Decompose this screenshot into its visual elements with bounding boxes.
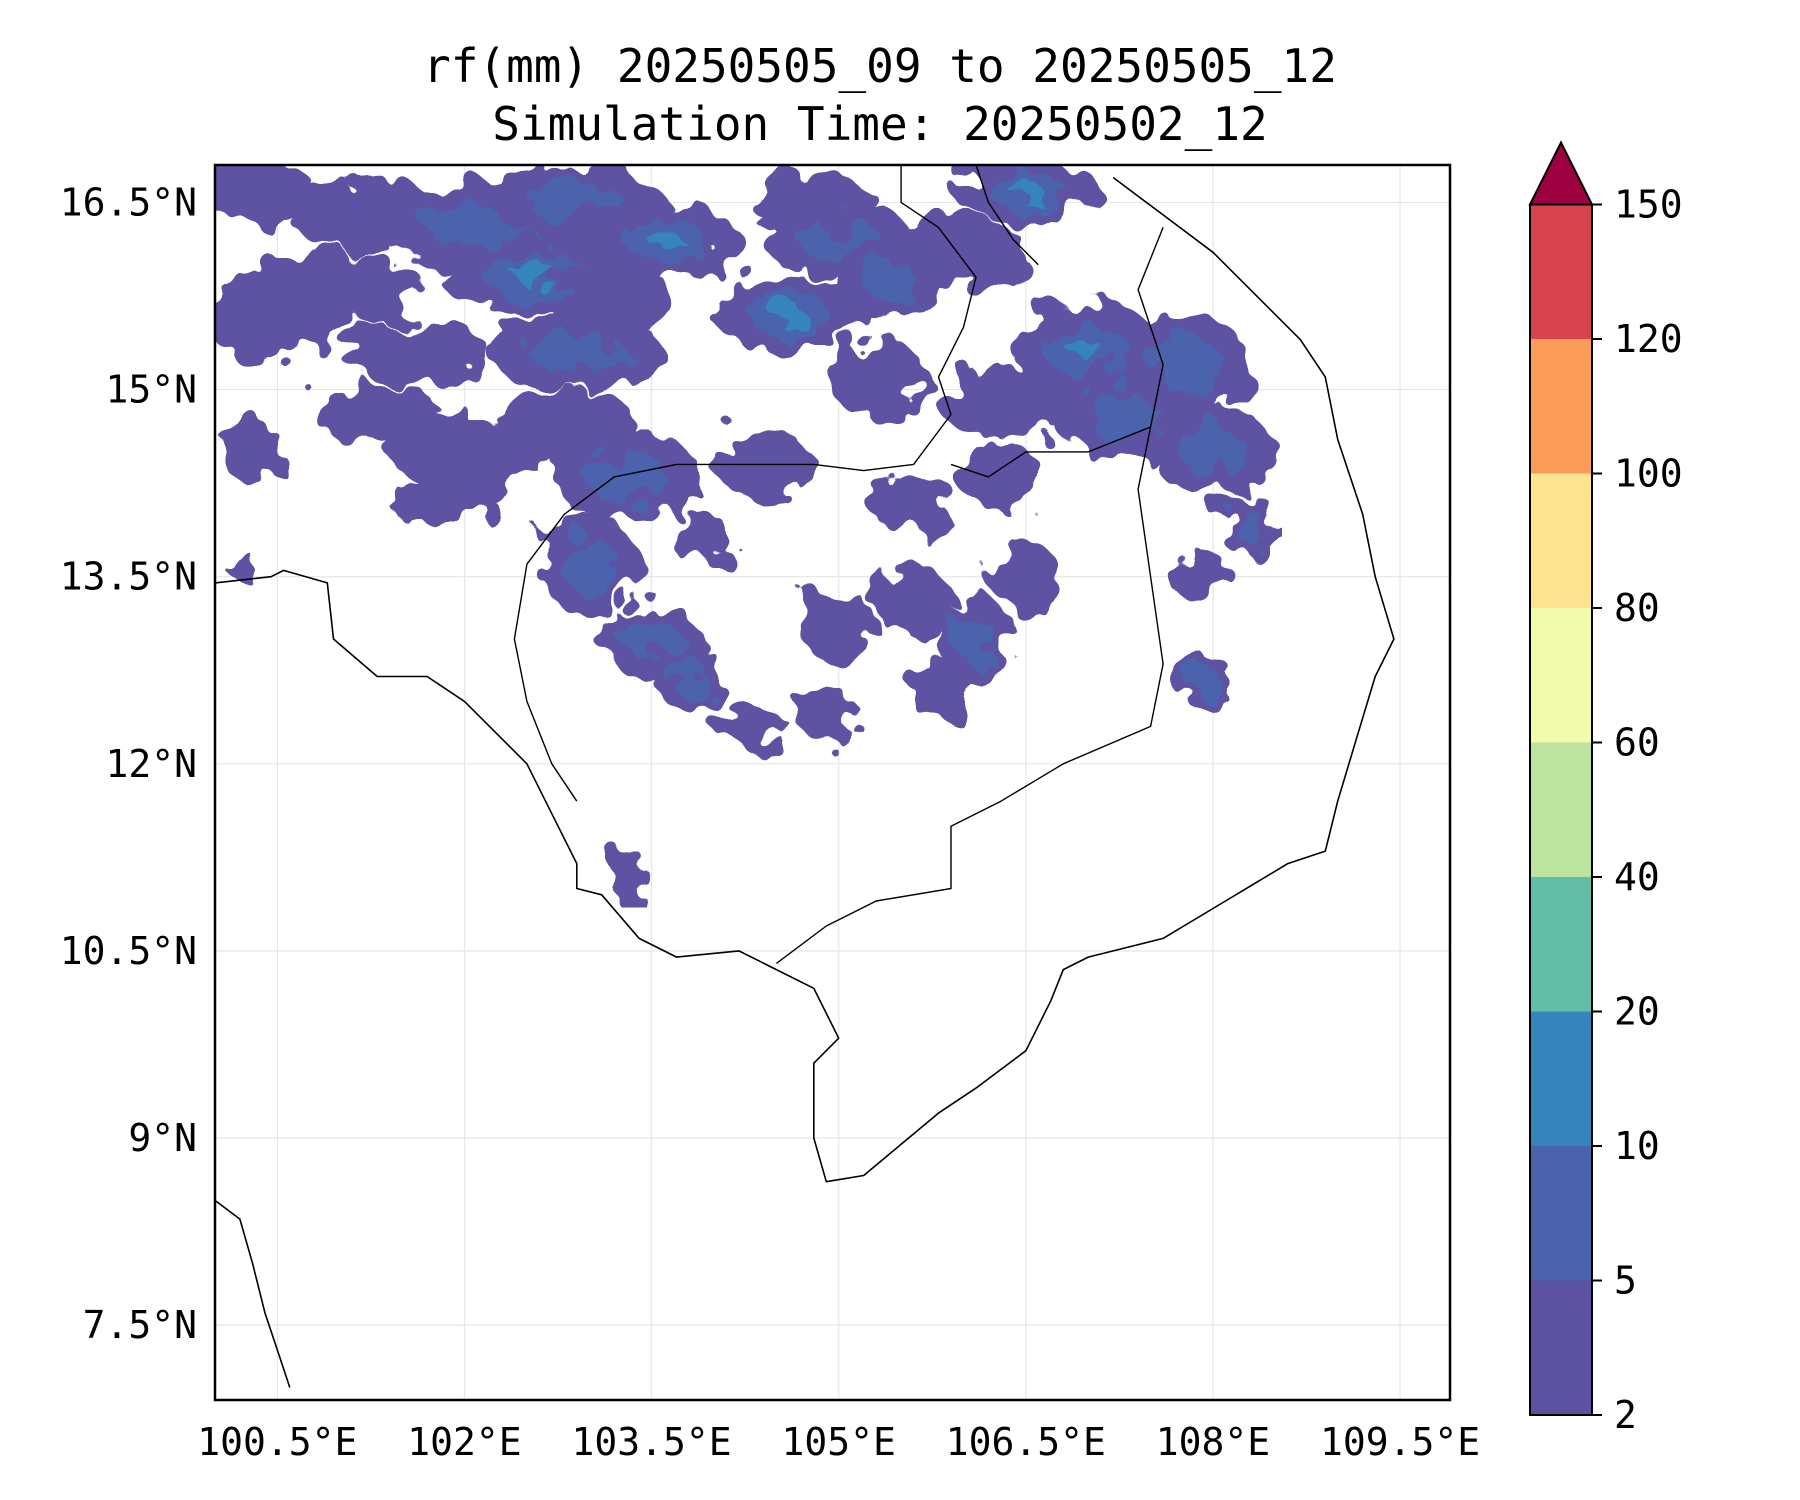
rain-cell — [826, 339, 927, 415]
rain-cell — [215, 165, 315, 222]
colorbar-tick-label: 40 — [1614, 855, 1660, 899]
rain-cell — [751, 171, 877, 234]
rain-cell-core — [1084, 390, 1167, 439]
y-tick-label: 9°N — [128, 1116, 197, 1160]
country-border — [975, 165, 1039, 266]
rain-cell — [907, 657, 970, 721]
colorbar-tick-label: 80 — [1614, 586, 1660, 630]
rain-cell-core — [861, 256, 917, 298]
rain-cell-peak — [1071, 341, 1105, 364]
y-tick-label: 15°N — [105, 368, 197, 412]
colorbar-segment — [1530, 1011, 1592, 1146]
x-tick-label: 103.5°E — [572, 1420, 732, 1464]
colorbar-segment — [1530, 608, 1592, 743]
x-tick-label: 106.5°E — [946, 1420, 1106, 1464]
colorbar-segment — [1530, 204, 1592, 339]
rain-cell — [389, 476, 490, 527]
country-border — [950, 227, 1164, 478]
y-tick-label: 12°N — [105, 742, 197, 786]
colorbar-segment — [1530, 473, 1592, 608]
colorbar-extend-arrow — [1528, 140, 1594, 206]
x-axis-ticks: 100.5°E 102°E 103.5°E 105°E 106.5°E 108°E 109.… — [197, 1420, 1480, 1464]
rain-cell-peak — [1009, 183, 1043, 197]
x-tick-label: 102°E — [407, 1420, 521, 1464]
x-tick-label: 109.5°E — [1320, 1420, 1480, 1464]
colorbar-tick-label: 5 — [1614, 1259, 1637, 1303]
y-axis-ticks: 16.5°N 15°N 13.5°N 12°N 10.5°N 9°N 7.5°N — [60, 180, 197, 1347]
colorbar-segment — [1530, 1280, 1592, 1415]
rain-cell — [876, 564, 952, 640]
rain-cell-core — [1233, 509, 1268, 544]
colorbar-tick-label: 60 — [1614, 721, 1660, 765]
colorbar: 2 5 10 20 40 60 80 100 120 150 — [1528, 140, 1683, 1437]
x-tick-label: 108°E — [1156, 1420, 1270, 1464]
rain-cells — [215, 165, 1282, 908]
y-tick-label: 13.5°N — [60, 555, 197, 599]
figure-title: rf(mm) 20250505_09 to 20250505_12 — [423, 39, 1337, 93]
colorbar-segment — [1530, 1146, 1592, 1281]
colorbar-tick-label: 100 — [1614, 452, 1683, 496]
rain-cell — [994, 539, 1058, 615]
rain-cell-core — [1153, 337, 1223, 393]
rain-cell — [339, 320, 490, 384]
rain-cell-core — [624, 618, 680, 660]
geographic-lines — [215, 165, 1395, 1388]
rain-cell — [221, 420, 284, 484]
country-border — [775, 426, 1164, 964]
rain-cell — [1169, 551, 1232, 602]
colorbar-tick-label: 120 — [1614, 317, 1683, 361]
colorbar-tick-label: 2 — [1614, 1393, 1637, 1437]
rain-cell — [224, 549, 255, 580]
rain-cell — [869, 470, 958, 534]
rain-cell-core — [585, 452, 668, 501]
y-tick-label: 10.5°N — [60, 929, 197, 973]
x-tick-label: 105°E — [782, 1420, 896, 1464]
country-border — [513, 165, 977, 802]
rain-cell-core — [955, 615, 997, 664]
rain-cell-core — [561, 536, 617, 592]
rainfall-field — [215, 165, 1282, 908]
rain-cell-core — [668, 659, 710, 694]
colorbar-segment — [1530, 339, 1592, 474]
rain-cell-peak — [517, 269, 562, 286]
rain-cell — [551, 264, 677, 340]
rain-cell — [607, 844, 646, 908]
colorbar-segment — [1530, 742, 1592, 877]
rain-cell-core — [528, 331, 625, 373]
coastline — [215, 176, 1395, 1183]
rain-cell-core — [1183, 662, 1218, 691]
coastline — [215, 1199, 291, 1388]
rain-cell — [215, 271, 328, 359]
rain-cell — [801, 589, 877, 664]
figure-subtitle: Simulation Time: 20250502_12 — [492, 97, 1268, 151]
rain-cell-core — [528, 181, 625, 224]
rain-cell-peak — [772, 306, 806, 323]
map-frame — [213, 163, 1452, 1402]
rain-cell-peak — [647, 231, 681, 249]
y-tick-label: 16.5°N — [60, 180, 197, 224]
rain-cell — [901, 214, 1026, 290]
y-tick-label: 7.5°N — [83, 1303, 197, 1347]
colorbar-frame — [1529, 203, 1593, 1416]
rain-cell — [795, 688, 858, 739]
colorbar-segment — [1530, 877, 1592, 1012]
colorbar-tick-label: 10 — [1614, 1124, 1660, 1168]
rain-cell — [713, 707, 789, 746]
x-tick-label: 100.5°E — [197, 1420, 357, 1464]
colorbar-tick-label: 150 — [1614, 183, 1683, 227]
rain-cell-core — [1178, 427, 1248, 476]
rain-cell — [670, 514, 733, 565]
colorbar-tick-label: 20 — [1614, 990, 1660, 1034]
rain-cell — [957, 445, 1045, 509]
